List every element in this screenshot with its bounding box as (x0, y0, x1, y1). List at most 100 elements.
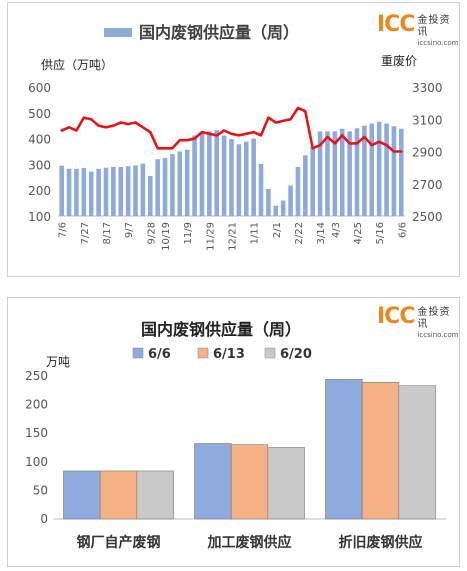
supply-price-chart: 国内废钢供应量（周） 供应（万吨） 重废价 100 200 300 400 500 600 250… (28, 23, 443, 251)
right-axis-tick-label: 2700 (412, 178, 443, 192)
x-axis-tick-label: 7/6 (58, 222, 69, 238)
right-axis-tick-label: 2500 (412, 210, 443, 224)
x-axis-tick-label: 2/1 (272, 222, 283, 238)
x-axis-tick-label: 5/16 (375, 222, 386, 244)
breakdown-bar (99, 470, 138, 520)
supply-bar (221, 135, 227, 216)
supply-bar (184, 149, 190, 216)
supply-bar (258, 163, 264, 216)
logo-icc-text: ICC (377, 12, 415, 37)
right-axis-tick-label: 2900 (412, 146, 443, 160)
supply-bar (317, 131, 323, 216)
supply-bar (295, 166, 301, 216)
supply-bar (214, 130, 220, 216)
supply-bar (273, 205, 279, 216)
breakdown-bar (361, 381, 400, 520)
breakdown-bar (325, 379, 363, 520)
supply-bar (74, 168, 79, 216)
logo-cn-text: 金投资讯 (417, 15, 451, 38)
supply-bar (354, 128, 360, 216)
logo-url-text: iccsino.com (417, 39, 459, 47)
legend-label: 6/6 (148, 347, 171, 362)
icc-logo: ICC 金投资讯 iccsino.com (377, 14, 459, 48)
left-axis-tick-label: 400 (28, 133, 51, 147)
supply-bar (199, 131, 205, 216)
supply-bar (103, 167, 109, 216)
supply-bar (310, 146, 316, 216)
left-axis-tick-label: 300 (28, 158, 51, 172)
supply-bar (251, 138, 256, 216)
y-axis-tick-label: 50 (33, 483, 48, 497)
supply-bar (207, 131, 212, 216)
supply-bar (347, 131, 352, 216)
supply-bar (339, 128, 345, 216)
supply-bar (118, 166, 124, 216)
supply-bar (140, 163, 146, 216)
y-axis-tick-label: 150 (25, 426, 48, 440)
supply-bar (81, 168, 87, 216)
y-axis-tick-label: 100 (25, 455, 48, 469)
supply-bar (325, 131, 330, 216)
x-axis-tick-label: 6/6 (397, 222, 408, 238)
price-line (60, 106, 403, 153)
supply-bar (59, 165, 64, 216)
supply-bar (192, 135, 197, 216)
breakdown-bar (194, 443, 232, 520)
icc-logo-2: ICC 金投资讯 iccsino.com (377, 306, 459, 340)
logo-icc-text: ICC (377, 304, 415, 329)
supply-bar (399, 128, 404, 216)
supply-bar (177, 151, 183, 216)
left-axis-title: 供应（万吨） (41, 57, 113, 72)
supply-bar (332, 131, 338, 216)
supply-bar (155, 159, 160, 216)
supply-bar (162, 157, 168, 216)
supply-bar (236, 144, 242, 216)
supply-bar (288, 185, 293, 216)
x-axis-tick-label: 4/3 (331, 222, 342, 238)
left-axis-tick-label: 600 (28, 81, 51, 95)
x-axis-tick-label: 9/7 (124, 222, 135, 238)
supply-bar (111, 166, 116, 216)
supply-bar (147, 176, 153, 216)
supply-bar (125, 166, 131, 216)
x-axis-tick-label: 4/25 (353, 222, 364, 244)
supply-bar (303, 155, 308, 216)
x-axis-tick-label: 10/19 (161, 222, 172, 251)
legend-swatch-supply (104, 28, 132, 37)
x-axis-tick-label: 2/22 (294, 222, 305, 244)
supply-bar (266, 188, 271, 216)
legend-swatch-6-20 (264, 347, 276, 359)
x-axis-tick-label: 3/14 (316, 222, 327, 244)
breakdown-bar (63, 470, 101, 520)
y-axis-tick-label: 200 (25, 398, 48, 412)
y-axis-tick-label: 250 (25, 369, 48, 383)
legend-swatch-6-13 (197, 347, 209, 359)
supply-bar (96, 168, 101, 216)
supply-bar (384, 123, 389, 216)
x-axis-tick-label: 8/17 (102, 222, 113, 244)
breakdown-bar (267, 447, 305, 520)
supply-breakdown-chart: 国内废钢供应量（周） 万吨 6/6 6/13 6/20 0 50 100 150 200 250 钢厂… (25, 320, 446, 551)
supply-bar (66, 168, 72, 216)
x-axis-tick-label: 11/29 (205, 222, 216, 251)
left-axis-tick-label: 100 (28, 210, 51, 224)
left-axis-tick-label: 200 (28, 184, 51, 198)
breakdown-bar (398, 385, 436, 520)
breakdown-bar (230, 444, 269, 520)
breakdown-bar (136, 470, 174, 520)
left-axis-tick-label: 500 (28, 107, 51, 121)
legend-label: 6/20 (280, 347, 312, 362)
supply-bar (391, 126, 397, 216)
supply-bar (88, 171, 94, 216)
x-axis-tick-label: 7/27 (80, 222, 91, 244)
supply-bar (229, 139, 234, 216)
supply-bar (243, 141, 249, 216)
supply-bar (376, 121, 382, 216)
supply-bar (369, 123, 375, 216)
right-axis-tick-label: 3100 (412, 113, 443, 127)
supply-bar (280, 200, 286, 216)
legend-swatch-6-6 (132, 347, 144, 359)
supply-breakdown-chart-panel: 国内废钢供应量（周） 万吨 6/6 6/13 6/20 0 50 100 150 200 250 钢厂… (7, 297, 460, 567)
supply-bar (362, 125, 367, 216)
category-label: 折旧废钢供应 (339, 534, 423, 551)
